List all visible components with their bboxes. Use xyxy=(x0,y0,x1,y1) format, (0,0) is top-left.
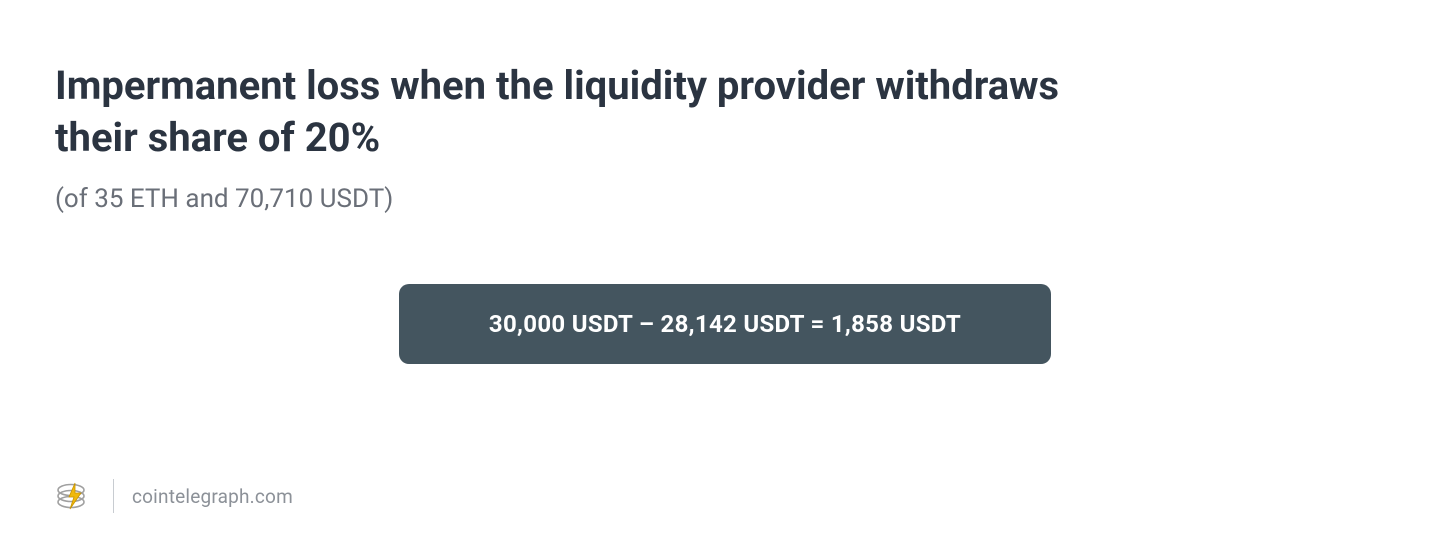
cointelegraph-logo-icon xyxy=(55,479,95,513)
footer-divider xyxy=(113,479,114,513)
formula-box: 30,000 USDT – 28,142 USDT = 1,858 USDT xyxy=(399,284,1051,364)
page-subtitle: (of 35 ETH and 70,710 USDT) xyxy=(55,184,1395,214)
site-label: cointelegraph.com xyxy=(132,485,293,508)
formula-container: 30,000 USDT – 28,142 USDT = 1,858 USDT xyxy=(55,284,1395,364)
footer: cointelegraph.com xyxy=(55,479,1395,513)
page-title: Impermanent loss when the liquidity prov… xyxy=(55,60,1105,164)
